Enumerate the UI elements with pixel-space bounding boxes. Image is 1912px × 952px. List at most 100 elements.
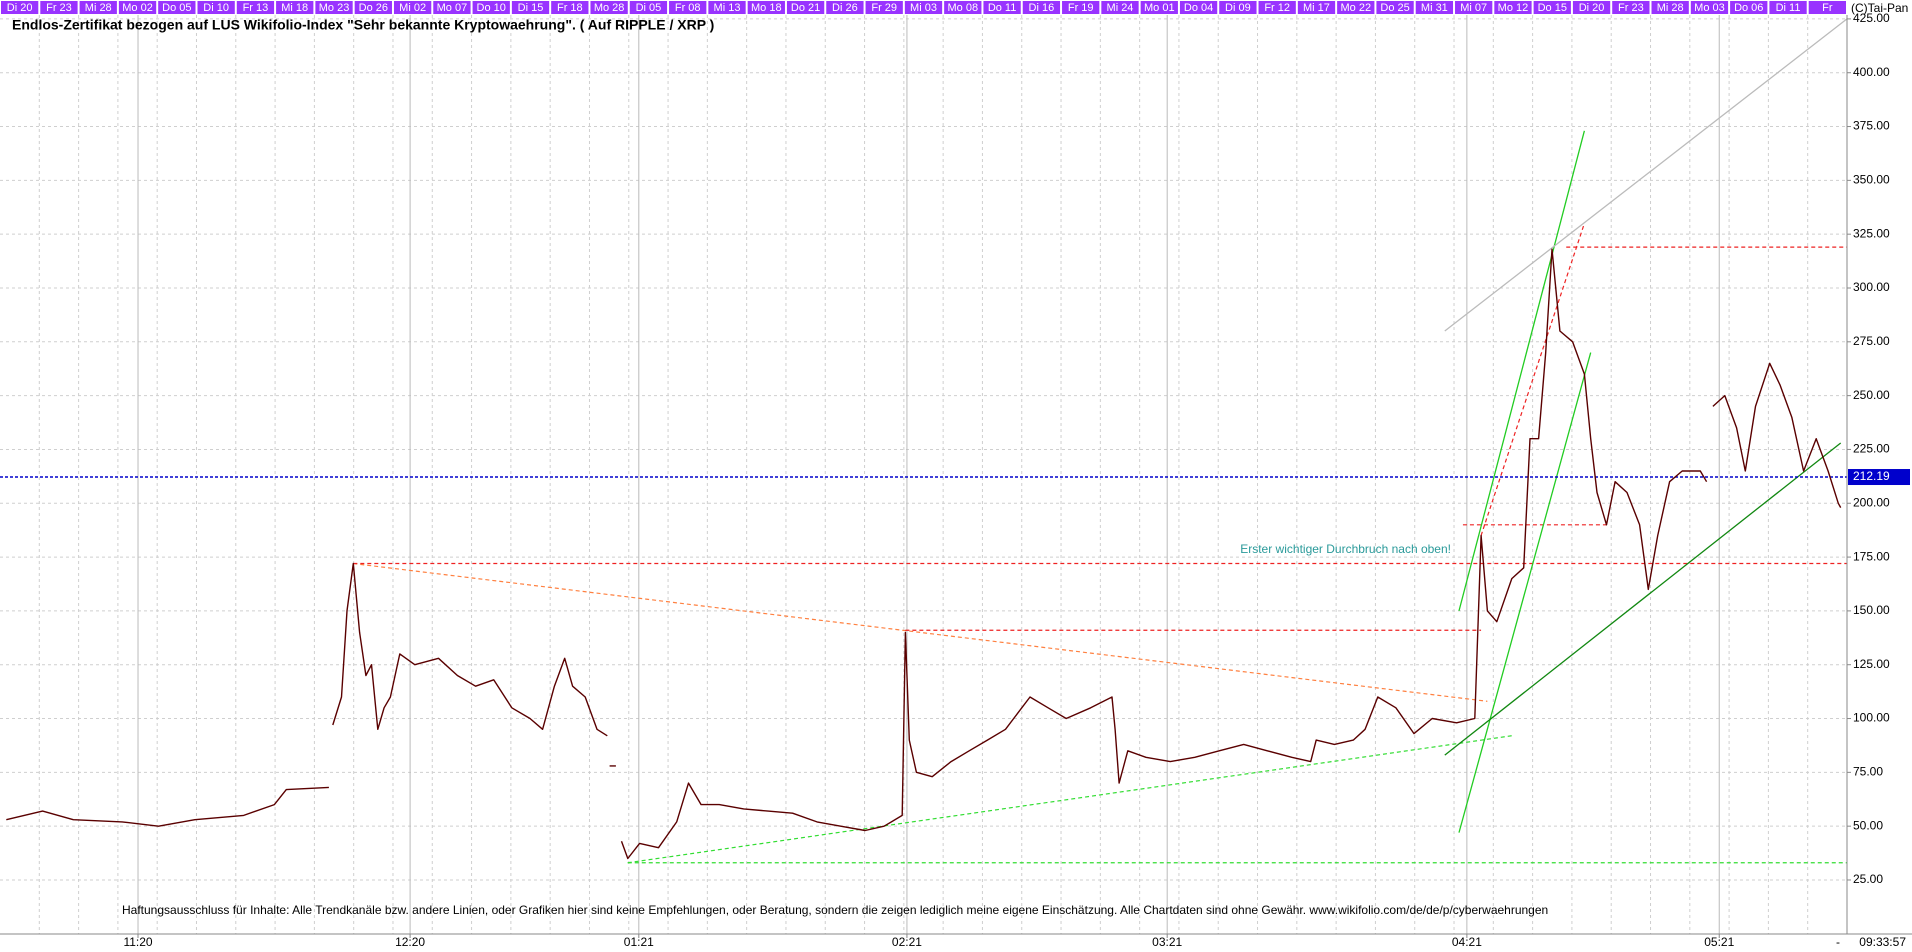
date-label: Mo 18 — [751, 2, 782, 14]
date-cell — [864, 0, 904, 15]
date-label: Mi 07 — [1460, 2, 1487, 14]
date-cell — [1493, 0, 1533, 15]
y-tick-label: 200.00 — [1853, 495, 1890, 509]
x-tick-label: 11:20 — [123, 935, 152, 949]
date-cell — [1611, 0, 1651, 15]
date-label: Fr 13 — [243, 2, 269, 14]
y-tick-label: 25.00 — [1853, 872, 1883, 886]
date-label: Fr 29 — [871, 2, 897, 14]
date-cell — [1021, 0, 1062, 15]
date-label: Di 05 — [636, 2, 662, 14]
date-label: Mi 17 — [1303, 2, 1330, 14]
y-tick-label: 150.00 — [1853, 603, 1890, 617]
date-cell — [668, 0, 708, 15]
date-cell — [1336, 0, 1376, 15]
date-cell — [825, 0, 865, 15]
date-cell — [1139, 0, 1179, 15]
date-cell — [1375, 0, 1415, 15]
date-label: Do 25 — [1380, 2, 1409, 14]
trend-line — [627, 735, 1512, 864]
date-label: Mo 28 — [594, 2, 625, 14]
date-label: Di 09 — [1225, 2, 1251, 14]
date-label: Di 10 — [203, 2, 229, 14]
date-label: Do 10 — [477, 2, 506, 14]
date-cell — [1571, 0, 1612, 15]
date-cell — [471, 0, 511, 15]
y-tick-label: 350.00 — [1853, 173, 1890, 187]
y-tick-label: 400.00 — [1853, 65, 1890, 79]
date-label: Fr 08 — [675, 2, 701, 14]
date-cell — [1454, 0, 1494, 15]
date-cell — [196, 0, 236, 15]
x-tick-label: 03:21 — [1152, 935, 1182, 949]
date-label: Fr — [1822, 2, 1833, 14]
date-label: Mi 28 — [1657, 2, 1684, 14]
y-tick-label: 425.00 — [1853, 11, 1890, 25]
date-label: Mi 13 — [714, 2, 741, 14]
date-cell — [1178, 0, 1219, 15]
date-cell — [0, 0, 40, 15]
date-label: Do 26 — [359, 2, 388, 14]
date-label: Fr 19 — [1068, 2, 1094, 14]
date-label: Di 11 — [1776, 2, 1801, 14]
timestamp: 09:33:57 — [1859, 935, 1906, 949]
date-label: Di 20 — [1579, 2, 1605, 14]
trend-line — [1444, 442, 1842, 756]
date-cell — [432, 0, 472, 15]
date-label: Do 04 — [1184, 2, 1213, 14]
date-cell — [982, 0, 1022, 15]
date-cell — [1218, 0, 1258, 15]
date-cell — [1296, 0, 1337, 15]
date-cell — [157, 0, 197, 15]
date-cell — [628, 0, 669, 15]
date-label: Di 26 — [832, 2, 858, 14]
date-cell — [1689, 0, 1730, 15]
y-tick-label: 300.00 — [1853, 280, 1890, 294]
date-cell — [78, 0, 118, 15]
date-label: Fr 12 — [1264, 2, 1290, 14]
date-label: Mo 08 — [948, 2, 979, 14]
date-label: Mi 24 — [1107, 2, 1134, 14]
date-label: Do 06 — [1734, 2, 1763, 14]
date-cell — [117, 0, 158, 15]
copyright: (C)Tai-Pan — [1851, 1, 1908, 15]
date-label: Mo 03 — [1694, 2, 1725, 14]
date-label: Do 05 — [162, 2, 191, 14]
date-label: Fr 18 — [557, 2, 583, 14]
x-tick-label: 01:21 — [624, 935, 654, 949]
date-cell — [1257, 0, 1297, 15]
date-label: Mi 18 — [281, 2, 308, 14]
date-label: Mo 23 — [319, 2, 350, 14]
date-cell — [1100, 0, 1140, 15]
y-tick-label: 275.00 — [1853, 334, 1890, 348]
date-cell — [314, 0, 354, 15]
date-cell — [707, 0, 747, 15]
date-cell — [39, 0, 79, 15]
date-cell — [1729, 0, 1769, 15]
date-label: Mo 12 — [1498, 2, 1529, 14]
y-tick-label: 225.00 — [1853, 442, 1890, 456]
date-label: Di 16 — [1029, 2, 1055, 14]
date-cell — [353, 0, 393, 15]
y-tick-label: 50.00 — [1853, 818, 1883, 832]
marks — [0, 18, 1848, 864]
date-cell — [275, 0, 315, 15]
date-cell — [746, 0, 786, 15]
date-label: Mo 07 — [437, 2, 468, 14]
price-line — [6, 248, 1842, 860]
x-tick-label: 12:20 — [395, 935, 425, 949]
y-tick-label: 100.00 — [1853, 711, 1890, 725]
chart-title: Endlos-Zertifikat bezogen auf LUS Wikifo… — [12, 17, 714, 33]
date-cell — [235, 0, 276, 15]
trend-line — [1458, 130, 1586, 612]
trend-line — [1444, 18, 1848, 332]
y-tick-label: 175.00 — [1853, 549, 1890, 563]
date-cell — [1414, 0, 1455, 15]
date-cell — [1807, 0, 1848, 15]
date-cell — [903, 0, 944, 15]
date-cell — [1532, 0, 1572, 15]
trend-line — [1480, 223, 1585, 536]
date-label: Mi 28 — [85, 2, 112, 14]
date-cell — [1768, 0, 1808, 15]
